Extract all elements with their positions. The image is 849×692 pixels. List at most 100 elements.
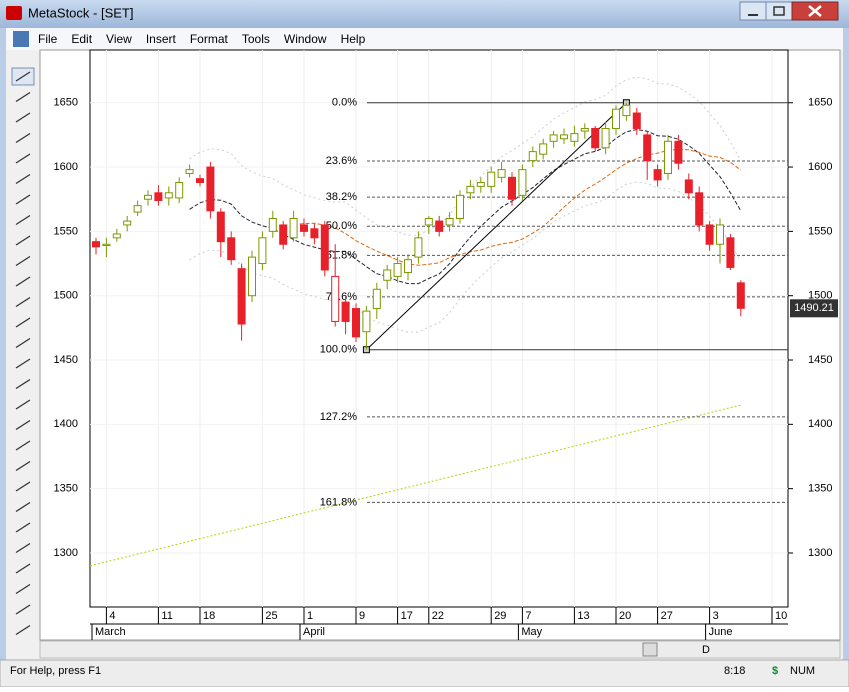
fib-label: 161.8%	[320, 496, 358, 508]
candle-body	[716, 224, 724, 245]
candle-body	[352, 308, 360, 338]
y-tick-label-right: 1450	[808, 354, 832, 366]
status-bar	[0, 659, 849, 688]
candle-body	[279, 224, 288, 245]
menu-item[interactable]: View	[106, 32, 132, 46]
envelope-upper	[189, 76, 742, 236]
candle-body	[664, 140, 672, 174]
candle-body	[570, 133, 579, 142]
y-tick-label: 1450	[54, 354, 78, 366]
candle-body	[414, 237, 423, 258]
menu: File Edit View Insert Format Tools Window Help	[38, 32, 366, 46]
menu-item[interactable]: File	[38, 32, 58, 46]
y-tick-label-right: 1400	[808, 418, 832, 430]
candle-body	[497, 169, 506, 178]
candle-body	[102, 243, 111, 247]
last-price-label: 1490.21	[794, 302, 834, 314]
tool-icon	[15, 604, 31, 615]
candle-body	[476, 181, 485, 187]
scroll-thumb[interactable]	[642, 642, 658, 657]
candle-body	[300, 224, 308, 232]
menu-item[interactable]: Window	[284, 32, 327, 46]
candle-body	[632, 112, 641, 129]
candle-body	[591, 127, 600, 149]
menu-bar	[6, 28, 843, 50]
menu-item[interactable]: Help	[341, 32, 366, 46]
minimize-button[interactable]	[739, 1, 767, 21]
period-button[interactable]: D	[702, 644, 710, 656]
tool-icon	[15, 583, 31, 595]
window-title: MetaStock - [SET]	[28, 5, 133, 20]
title-bar	[0, 0, 849, 28]
month-label: April	[303, 626, 325, 638]
tool-icon	[15, 337, 31, 349]
y-tick-label-right: 1600	[808, 161, 832, 173]
tool-icon	[15, 522, 31, 533]
candle-body	[695, 192, 704, 226]
candle-body	[518, 169, 527, 196]
status-help: For Help, press F1	[10, 665, 101, 677]
fib-label: 50.0%	[326, 220, 357, 232]
candle-body	[237, 268, 246, 325]
fib-label: 38.2%	[326, 191, 357, 203]
candle-body	[404, 259, 412, 274]
x-tick-label: 3	[713, 610, 719, 622]
candle-body	[674, 140, 683, 164]
y-tick-label: 1300	[54, 547, 78, 559]
moving-average	[293, 148, 742, 266]
x-tick-label: 25	[265, 610, 277, 622]
tool-icon	[15, 378, 31, 390]
maximize-button[interactable]	[765, 1, 793, 21]
candle-body	[393, 263, 402, 277]
candle-body	[684, 179, 693, 194]
tool-icon	[15, 563, 31, 574]
candle-body	[268, 218, 277, 232]
menu-item[interactable]: Edit	[71, 32, 92, 46]
menu-item[interactable]: Insert	[146, 32, 177, 46]
status-currency: $	[772, 665, 778, 677]
candle-body	[549, 134, 558, 142]
candle-body	[289, 218, 298, 239]
candle-body	[601, 127, 610, 149]
x-tick-label: 13	[577, 610, 589, 622]
tool-icon	[15, 399, 31, 410]
drawing-toolbar	[11, 67, 35, 636]
candle-body	[185, 169, 194, 174]
candle-body	[560, 134, 568, 140]
window-controls[interactable]	[739, 1, 839, 21]
tool-icon	[15, 317, 31, 328]
fib-label: 23.6%	[326, 155, 357, 167]
x-tick-label: 1	[307, 610, 313, 622]
tool-icon	[15, 501, 31, 513]
candle-body	[456, 194, 464, 220]
candle-body	[310, 228, 319, 239]
y-tick-label-right: 1550	[808, 225, 832, 237]
y-tick-label: 1350	[54, 483, 78, 495]
x-tick-label: 20	[619, 610, 631, 622]
month-label: May	[521, 626, 542, 638]
scroll-bar[interactable]	[39, 640, 841, 659]
tool-icon	[15, 481, 31, 492]
tool-icon	[15, 91, 31, 103]
last-price-box	[790, 299, 838, 318]
menu-item[interactable]: Format	[190, 32, 229, 46]
y-tick-label-right: 1650	[808, 97, 832, 109]
tool-icon	[15, 542, 31, 554]
tool-icon	[15, 358, 31, 369]
menu-item[interactable]: Tools	[242, 32, 270, 46]
x-tick-label: 7	[525, 610, 531, 622]
candle-body	[196, 178, 204, 183]
candle-body	[362, 310, 371, 333]
y-tick-label: 1600	[54, 161, 78, 173]
y-tick-label: 1400	[54, 418, 78, 430]
candle-body	[445, 218, 454, 226]
tool-icon	[15, 235, 31, 246]
y-tick-label-right: 1350	[808, 483, 832, 495]
tool-icon	[15, 173, 31, 185]
candle-body	[539, 143, 548, 155]
tool-icon	[15, 71, 31, 82]
tool-icon	[15, 214, 31, 226]
y-tick-label: 1650	[54, 97, 78, 109]
candle-body	[227, 237, 236, 261]
